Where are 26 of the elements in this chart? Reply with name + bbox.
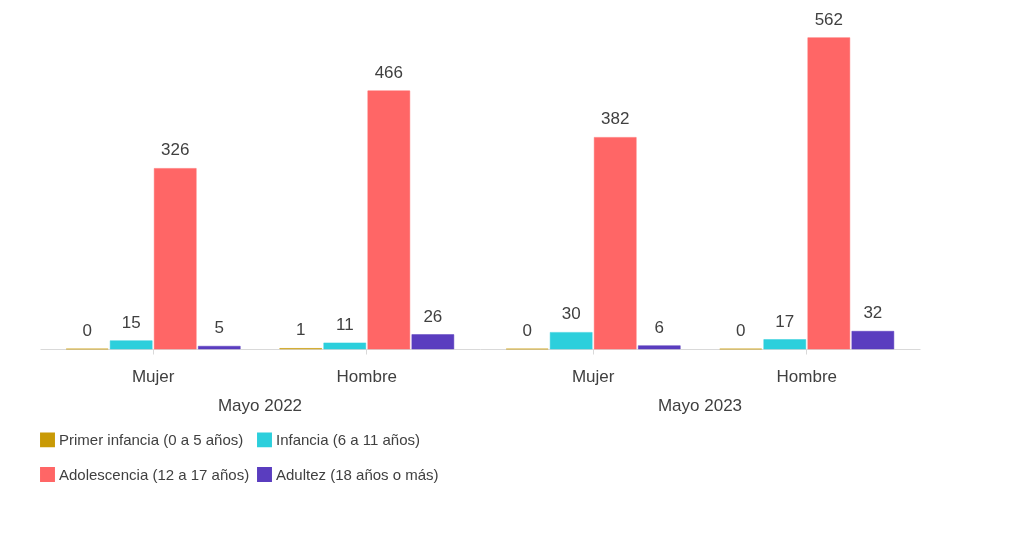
data-label: 0: [736, 321, 746, 340]
data-label: 30: [561, 304, 581, 324]
legend-label: Infancia (6 a 11 años): [276, 430, 420, 448]
data-label: 11: [335, 314, 354, 334]
data-label: 562: [814, 9, 843, 29]
data-label: 1: [296, 320, 306, 340]
data-label: 17: [775, 311, 795, 331]
data-label: 15: [121, 312, 141, 332]
data-label: 6: [654, 317, 664, 337]
data-label: 0: [82, 321, 92, 340]
legend-label: Adultez (18 años o más): [276, 465, 439, 483]
data-label: 382: [601, 109, 630, 129]
x-tick-label: Mujer: [571, 366, 615, 386]
data-label: 326: [161, 140, 190, 160]
x-tick-label: Hombre: [776, 366, 838, 386]
x-tick-label: Mujer: [131, 366, 175, 386]
text: Mayo 2022: [217, 396, 303, 415]
legend-label: Primer infancia (0 a 5 años): [59, 430, 244, 448]
data-label: 466: [374, 62, 403, 82]
data-label: 26: [423, 306, 443, 326]
x-tick-label: Hombre: [336, 366, 398, 386]
data-label: 0: [522, 321, 532, 340]
data-label: 5: [214, 318, 224, 338]
text: Mayo 2023: [657, 396, 743, 415]
legend-label: Adolescencia (12 a 17 años): [59, 465, 250, 483]
data-label: 32: [863, 303, 883, 323]
